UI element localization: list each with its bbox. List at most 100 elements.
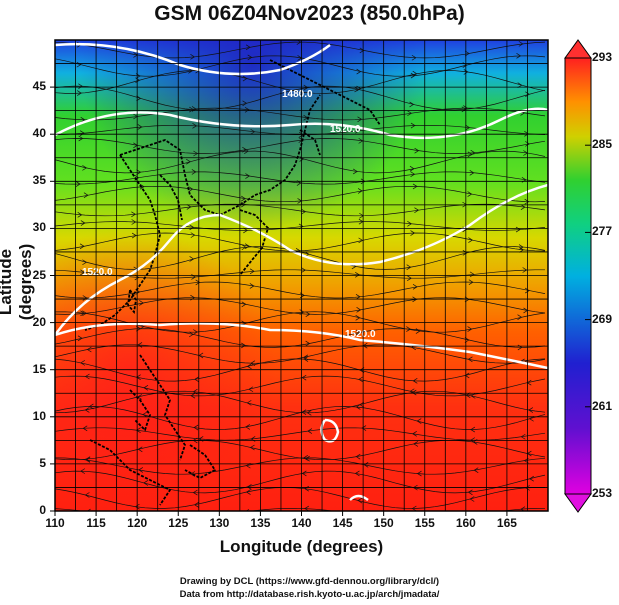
streamline-arrow (355, 293, 361, 300)
streamline-arrow (86, 508, 91, 511)
x-tick-label: 125 (168, 516, 189, 530)
colorbar-tick-label: 269 (592, 311, 613, 326)
streamline-arrow (469, 496, 475, 502)
streamline-arrow (246, 484, 252, 490)
streamline-arrow (518, 244, 524, 250)
streamline-arrow (188, 186, 194, 192)
streamline-arrow (84, 407, 90, 413)
y-tick-label: 25 (32, 267, 46, 282)
y-tick-label: 10 (32, 408, 46, 423)
streamline-arrow (195, 279, 201, 286)
streamline-arrow (189, 106, 194, 113)
streamline (55, 185, 546, 203)
streamline-arrow (299, 309, 305, 315)
streamline-arrow (470, 426, 476, 433)
streamline-arrow (358, 138, 364, 144)
x-tick-label: 145 (332, 516, 353, 530)
streamline-arrow (248, 386, 254, 393)
y-tick-label: 45 (32, 79, 46, 94)
streamline-arrow (82, 425, 88, 432)
streamline-arrow (414, 147, 420, 154)
streamline-arrow (462, 250, 468, 256)
streamline-arrow (84, 492, 90, 498)
streamline-arrow (464, 372, 470, 379)
streamline-arrow (249, 283, 255, 289)
streamline-arrow (84, 373, 90, 380)
streamline-arrow (406, 326, 412, 332)
streamline-arrow (143, 385, 149, 391)
streamline-arrow (304, 485, 310, 492)
streamline-arrow (467, 151, 473, 158)
streamline-arrow (352, 168, 358, 175)
streamline-arrow (247, 54, 253, 61)
streamline-arrow (250, 128, 256, 135)
streamline-arrow (413, 441, 419, 447)
streamline-arrow (190, 54, 196, 60)
streamline-arrow (470, 393, 476, 399)
colorbar-tick-label: 285 (592, 137, 613, 152)
streamline-arrow (467, 191, 473, 197)
streamline-arrow (301, 470, 307, 477)
streamline-arrow (76, 61, 82, 68)
streamline-arrow (299, 156, 305, 162)
streamline-arrow (241, 195, 246, 202)
streamline-arrow (410, 122, 416, 129)
streamline-arrow (79, 243, 85, 250)
streamline-arrow (306, 410, 312, 416)
streamline-arrow (301, 374, 307, 381)
streamline-arrow (80, 468, 86, 474)
streamline-arrow (241, 244, 247, 251)
streamline-arrow (86, 346, 92, 353)
streamline-arrow (137, 124, 143, 130)
streamline-arrow (192, 489, 198, 496)
streamline-arrow (517, 344, 523, 351)
streamline-arrow (354, 470, 360, 477)
streamline-arrow (136, 325, 141, 332)
streamline-arrow (468, 237, 474, 243)
streamline-arrow (518, 41, 524, 47)
streamline-arrow (467, 356, 473, 363)
streamline-arrow (245, 424, 251, 430)
streamline-arrow (193, 424, 199, 431)
streamline-arrow (529, 475, 534, 482)
streamline-arrow (77, 335, 83, 342)
streamline-arrow (305, 340, 311, 347)
contour-label: 1520.0 (330, 124, 361, 135)
lat-lon-grid (55, 40, 548, 511)
streamline-arrow (301, 208, 307, 215)
streamline-arrow (246, 363, 252, 370)
streamline-arrow (355, 329, 361, 336)
streamline-arrow (520, 433, 526, 440)
streamline-arrow (137, 342, 143, 348)
y-tick-label: 30 (32, 220, 46, 235)
streamline-arrow (244, 243, 250, 250)
streamline-arrow (409, 165, 415, 172)
streamline-arrow (136, 169, 142, 176)
streamline-arrow (82, 295, 88, 301)
streamline-arrow (85, 457, 91, 463)
streamline-arrow (190, 471, 196, 477)
streamline-arrow (303, 356, 309, 362)
x-tick-label: 165 (496, 516, 517, 530)
streamline-arrow (193, 329, 198, 335)
streamline-arrow (242, 75, 248, 82)
colorbar (564, 39, 592, 513)
streamline-arrow (301, 267, 306, 273)
streamline (55, 470, 546, 494)
streamline-arrow (82, 259, 88, 266)
streamline-arrow (358, 376, 364, 383)
streamline-arrow (416, 470, 422, 477)
x-tick-label: 160 (455, 516, 476, 530)
streamline-arrow (137, 446, 143, 453)
streamline-arrow (355, 271, 360, 278)
streamline-arrow (80, 360, 86, 366)
streamline-arrow (135, 427, 141, 434)
streamline-arrow (138, 467, 144, 473)
contour-label: 1520.0 (82, 267, 113, 278)
streamline-arrow (467, 326, 473, 332)
streamline-arrow (80, 310, 86, 317)
streamline-arrow (245, 509, 250, 511)
streamline-arrow (357, 116, 363, 123)
streamline-arrow (525, 141, 530, 147)
y-tick-label: 35 (32, 173, 46, 188)
